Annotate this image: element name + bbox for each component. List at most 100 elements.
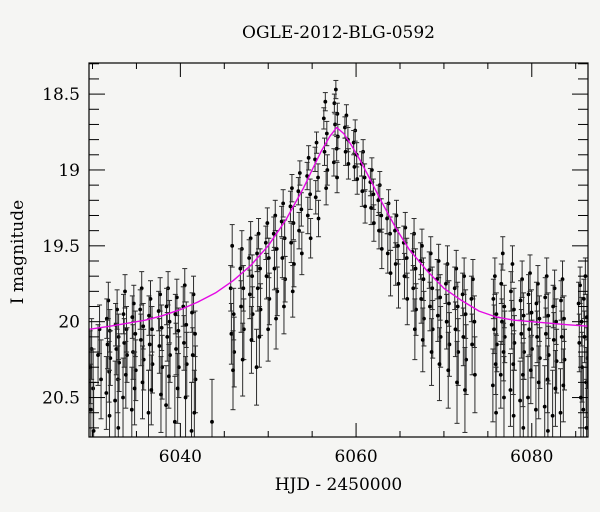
photometry-point-group bbox=[525, 356, 531, 437]
data-point bbox=[150, 327, 154, 332]
photometry-point-group bbox=[105, 319, 111, 370]
data-point bbox=[463, 312, 468, 317]
data-point bbox=[146, 410, 151, 415]
photometry-point-group bbox=[189, 381, 195, 437]
photometry-point-group bbox=[550, 369, 556, 437]
data-point bbox=[121, 312, 126, 317]
x-tick-label: 6080 bbox=[510, 447, 553, 467]
data-point bbox=[521, 313, 526, 318]
data-area bbox=[89, 79, 588, 437]
data-point bbox=[388, 271, 393, 276]
data-point bbox=[536, 380, 541, 385]
data-point bbox=[493, 362, 498, 367]
data-point bbox=[352, 165, 357, 169]
data-point bbox=[231, 368, 235, 373]
data-point bbox=[518, 398, 523, 403]
data-point bbox=[561, 383, 566, 388]
data-point bbox=[346, 161, 351, 166]
photometry-point-group bbox=[316, 199, 322, 238]
data-point bbox=[502, 395, 506, 400]
photometry-point-group bbox=[379, 228, 385, 270]
model-curve bbox=[89, 126, 588, 330]
data-point bbox=[229, 331, 234, 336]
photometry-point-group bbox=[436, 327, 442, 402]
photometry-point-group bbox=[321, 107, 327, 130]
data-point bbox=[521, 372, 525, 377]
photometry-point-group bbox=[291, 240, 297, 288]
data-point bbox=[376, 198, 381, 203]
photometry-point-group bbox=[324, 154, 330, 186]
photometry-point-group bbox=[315, 163, 321, 192]
data-point bbox=[581, 407, 586, 412]
photometry-point-group bbox=[560, 348, 566, 423]
photometry-point-group bbox=[520, 378, 526, 437]
data-point bbox=[266, 327, 271, 332]
data-point bbox=[527, 327, 532, 332]
data-point bbox=[419, 297, 424, 301]
data-point bbox=[305, 213, 310, 218]
data-point bbox=[140, 380, 145, 385]
plot-title: OGLE-2012-BLG-0592 bbox=[242, 23, 435, 43]
data-point bbox=[288, 204, 293, 209]
data-point bbox=[274, 316, 278, 321]
photometry-point-group bbox=[129, 295, 135, 339]
photometry-point-group bbox=[132, 351, 138, 426]
data-point bbox=[362, 175, 367, 180]
data-point bbox=[396, 243, 400, 248]
data-point bbox=[282, 304, 286, 309]
data-point bbox=[297, 228, 301, 233]
photometry-point-group bbox=[228, 302, 234, 365]
photometry-point-group bbox=[392, 213, 398, 248]
data-point bbox=[173, 312, 178, 317]
data-point bbox=[184, 322, 189, 327]
data-point bbox=[469, 297, 474, 301]
data-point bbox=[404, 256, 409, 260]
data-point bbox=[308, 236, 313, 241]
data-point bbox=[115, 307, 120, 312]
photometry-point-group bbox=[462, 346, 468, 433]
data-point bbox=[363, 204, 367, 209]
data-point bbox=[313, 195, 318, 200]
data-point bbox=[107, 413, 112, 418]
photometry-point-group bbox=[545, 380, 551, 437]
data-point bbox=[249, 337, 254, 342]
data-point bbox=[454, 266, 459, 271]
data-point bbox=[258, 266, 262, 271]
data-point bbox=[428, 304, 432, 309]
photometry-point-group bbox=[296, 211, 302, 250]
data-point bbox=[230, 243, 235, 248]
plot-frame bbox=[88, 62, 589, 438]
photometry-point-group bbox=[438, 306, 444, 368]
data-point bbox=[546, 429, 550, 433]
data-point bbox=[499, 281, 504, 286]
photometry-point-group bbox=[558, 368, 564, 437]
photometry-point-group bbox=[281, 278, 287, 335]
photometry-point-group bbox=[265, 296, 271, 362]
photometry-point-group bbox=[98, 339, 104, 420]
data-point bbox=[164, 304, 169, 309]
photometry-point-group bbox=[511, 369, 517, 437]
photometry-point-group bbox=[287, 190, 293, 223]
data-point bbox=[193, 331, 197, 336]
data-point bbox=[123, 372, 128, 377]
data-point bbox=[239, 304, 243, 309]
data-point bbox=[324, 186, 329, 191]
data-point bbox=[511, 362, 516, 367]
data-point bbox=[526, 395, 530, 400]
data-point bbox=[529, 310, 534, 315]
data-point bbox=[428, 251, 433, 256]
data-point bbox=[335, 175, 339, 180]
data-point bbox=[509, 289, 513, 294]
data-point bbox=[576, 301, 581, 306]
data-point bbox=[333, 122, 337, 127]
data-point bbox=[289, 240, 294, 245]
data-point bbox=[292, 262, 296, 266]
y-tick-label: 19 bbox=[58, 161, 80, 181]
y-tick-label: 18.5 bbox=[42, 85, 80, 105]
data-point bbox=[402, 274, 407, 279]
data-point bbox=[435, 313, 440, 318]
data-point bbox=[273, 213, 278, 218]
data-point bbox=[266, 256, 271, 260]
data-point bbox=[552, 286, 557, 291]
